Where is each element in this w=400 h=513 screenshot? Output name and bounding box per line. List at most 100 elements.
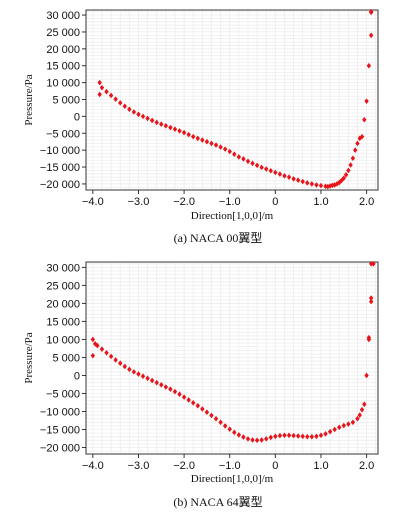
chart-a-x-axis-title: Direction[1,0,0]/m	[191, 210, 274, 222]
data-point	[314, 182, 319, 188]
data-point	[218, 144, 223, 150]
data-point	[323, 183, 328, 190]
data-point	[314, 433, 319, 440]
data-point	[346, 167, 351, 174]
data-point	[371, 261, 376, 267]
data-point	[140, 113, 146, 120]
data-point	[355, 415, 360, 422]
chart-b-y-axis-title: Pressure/Pa	[23, 332, 35, 383]
data-point	[232, 429, 237, 436]
data-point	[341, 422, 346, 429]
data-point	[122, 363, 127, 370]
chart-b-plot-area	[85, 261, 379, 455]
data-point	[368, 8, 374, 15]
data-point	[204, 409, 210, 416]
data-point	[136, 371, 141, 377]
data-point	[172, 126, 178, 133]
x-tick-label: −1.0	[219, 196, 241, 208]
chart-b-grid	[86, 262, 378, 454]
data-point	[368, 298, 374, 305]
data-point	[286, 174, 292, 180]
data-point	[330, 182, 335, 189]
data-point	[159, 382, 164, 388]
y-tick-label: 5 000	[52, 94, 80, 106]
data-point	[368, 295, 374, 301]
data-point	[136, 111, 141, 118]
data-point	[282, 432, 287, 439]
data-point	[236, 432, 242, 438]
x-tick-label: −2.0	[173, 196, 195, 208]
data-point	[337, 424, 342, 431]
data-point	[108, 353, 114, 360]
data-point	[99, 84, 105, 91]
data-point	[232, 151, 237, 158]
data-point	[163, 384, 169, 390]
y-tick-label: −10 000	[40, 145, 80, 157]
data-point	[245, 158, 251, 165]
data-point	[222, 423, 228, 429]
data-point	[368, 261, 374, 267]
data-point	[127, 106, 132, 113]
data-point	[368, 32, 374, 39]
y-tick-label: 20 000	[46, 44, 80, 56]
data-point	[357, 412, 362, 418]
data-point	[366, 334, 372, 341]
data-point	[95, 342, 100, 349]
data-point	[362, 401, 367, 408]
data-point	[286, 432, 292, 439]
chart-a-series	[97, 8, 374, 190]
data-point	[250, 160, 255, 167]
data-point	[222, 146, 228, 152]
chart-b-caption: (b) NACA 64翼型	[173, 495, 262, 509]
y-tick-label: 20 000	[46, 298, 80, 310]
data-point	[362, 116, 367, 123]
data-point	[154, 119, 159, 126]
y-tick-label: 0	[74, 111, 80, 123]
y-tick-label: 15 000	[46, 61, 80, 73]
y-tick-label: 15 000	[46, 316, 80, 328]
x-tick-label: 0	[272, 196, 278, 208]
data-point	[163, 123, 169, 129]
chart-a-x-ticks: −4.0 −3.0 −2.0 −1.0 0 1.0 2.0	[82, 190, 374, 208]
data-point	[295, 433, 301, 439]
data-point	[97, 79, 102, 86]
data-point	[245, 436, 251, 442]
y-tick-label: 25 000	[46, 27, 80, 39]
data-point	[200, 406, 205, 412]
y-tick-label: −15 000	[40, 425, 80, 437]
data-point	[181, 129, 187, 136]
data-point	[218, 419, 223, 426]
data-point	[352, 147, 358, 153]
data-point	[259, 437, 264, 443]
y-tick-label: −10 000	[40, 406, 80, 418]
data-point	[327, 183, 333, 189]
chart-a-grid	[86, 10, 378, 190]
data-point	[195, 135, 200, 142]
data-point	[191, 400, 196, 406]
x-tick-label: −3.0	[128, 460, 150, 472]
data-point	[273, 433, 278, 440]
x-tick-label: −4.0	[82, 460, 104, 472]
y-tick-label: 30 000	[46, 262, 80, 274]
data-point	[140, 373, 146, 379]
data-point	[227, 148, 232, 155]
data-point	[186, 131, 191, 138]
data-point	[350, 419, 356, 426]
data-point	[195, 402, 200, 409]
chart-a-y-ticks: 30 000 25 000 20 000 15 000 10 000 5 000 0 −5 0…	[40, 10, 86, 191]
data-point	[264, 436, 269, 442]
data-point	[318, 432, 324, 439]
data-point	[172, 388, 178, 395]
data-point	[254, 437, 260, 444]
data-point	[145, 375, 150, 382]
data-point	[282, 173, 287, 179]
data-point	[341, 175, 346, 181]
x-tick-label: 1.0	[313, 196, 328, 208]
chart-a-plot-area	[85, 9, 379, 191]
data-point	[309, 181, 315, 187]
y-tick-label: −20 000	[40, 179, 80, 191]
x-tick-label: 1.0	[313, 460, 328, 472]
data-point	[337, 179, 342, 186]
data-point	[250, 437, 255, 443]
data-point	[241, 434, 246, 440]
